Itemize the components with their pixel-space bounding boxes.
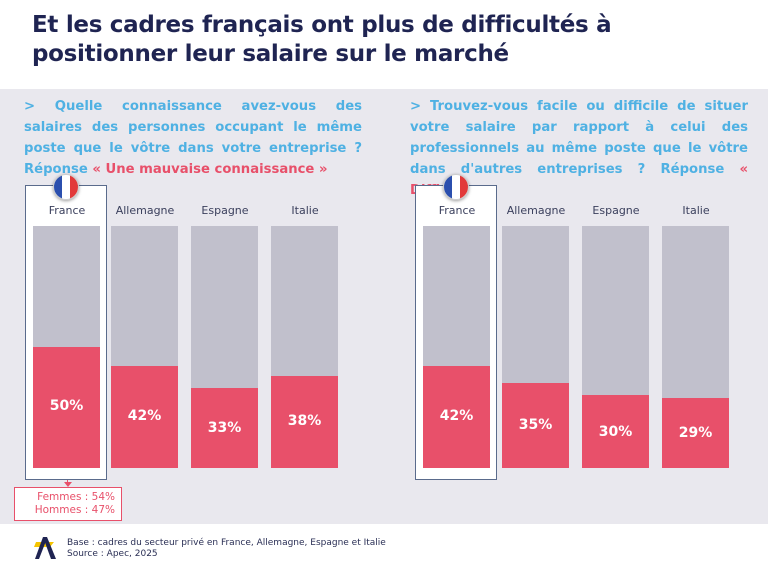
apec-logo: [34, 537, 56, 559]
data-label: 33%: [207, 419, 242, 436]
arrow-icon: [64, 482, 72, 487]
bar-background: [423, 226, 490, 468]
page-title: Et les cadres français ont plus de diffi…: [32, 12, 612, 67]
question-text: > Quelle connaissance avez-vous des sala…: [24, 99, 362, 177]
category-label: Italie: [291, 204, 319, 217]
category-label: Allemagne: [506, 204, 566, 217]
question-left: > Quelle connaissance avez-vous des sala…: [24, 96, 362, 180]
footer-source: Source : Apec, 2025: [67, 549, 158, 559]
data-label: 30%: [598, 423, 633, 440]
bar-allemagne: [111, 366, 178, 468]
answer-text: « Une mauvaise connaissance »: [92, 162, 328, 177]
france-flag-icon: [53, 174, 79, 200]
bar-allemagne: [502, 383, 569, 468]
question-text: > Trouvez-vous facile ou difficile de si…: [410, 99, 748, 177]
bar-background: [271, 226, 338, 468]
category-label: France: [438, 204, 476, 217]
data-label: 35%: [518, 417, 553, 434]
category-label: Allemagne: [115, 204, 175, 217]
data-label: 50%: [49, 397, 84, 414]
callout-men: Hommes : 47%: [34, 504, 115, 516]
category-label: Espagne: [201, 204, 249, 217]
category-label: France: [48, 204, 86, 217]
category-label: Italie: [682, 204, 710, 217]
bar-background: [33, 226, 100, 468]
bar-france: [33, 347, 100, 468]
bar-background: [191, 226, 258, 468]
bar-background: [502, 226, 569, 468]
footer-base: Base : cadres du secteur privé en France…: [67, 538, 386, 548]
bar-background: [662, 226, 729, 468]
bar-france: [423, 366, 490, 468]
data-label: 42%: [127, 408, 162, 425]
callout-women: Femmes : 54%: [37, 491, 115, 503]
data-label: 38%: [287, 413, 322, 430]
bar-italie: [662, 397, 729, 468]
bar-background: [111, 226, 178, 468]
footer: Base : cadres du secteur privé en France…: [67, 538, 386, 560]
bar-espagne: [191, 388, 258, 468]
bar-italie: [271, 376, 338, 468]
bar-background: [582, 226, 649, 468]
france-flag-icon: [443, 174, 469, 200]
data-label: 42%: [439, 408, 474, 425]
data-label: 29%: [678, 424, 713, 441]
gender-callout: Femmes : 54% Hommes : 47%: [14, 487, 122, 521]
bar-espagne: [582, 395, 649, 468]
category-label: Espagne: [592, 204, 640, 217]
